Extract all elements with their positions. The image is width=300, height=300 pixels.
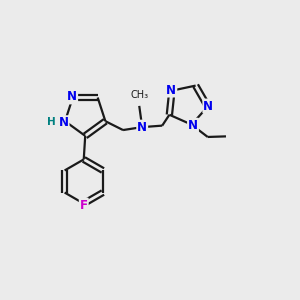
Text: CH₃: CH₃ <box>131 90 149 100</box>
Text: N: N <box>58 116 69 129</box>
Text: H: H <box>46 117 55 127</box>
Text: N: N <box>137 121 147 134</box>
Text: F: F <box>80 199 88 212</box>
Text: N: N <box>188 119 198 132</box>
Text: N: N <box>67 90 77 104</box>
Text: N: N <box>166 84 176 97</box>
Text: N: N <box>203 100 213 112</box>
